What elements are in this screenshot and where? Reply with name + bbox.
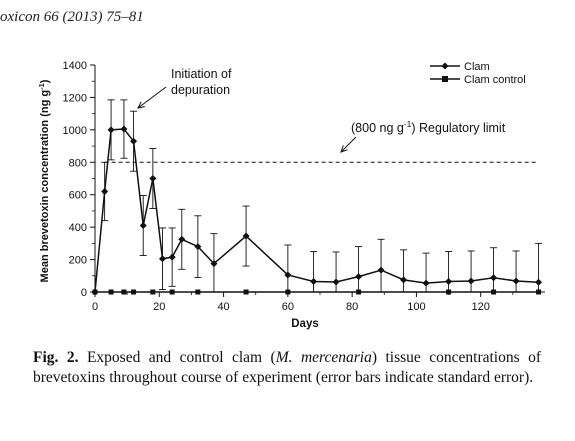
regulatory-limit-arrow-head xyxy=(340,145,348,153)
clam-point xyxy=(332,278,340,286)
clam-point xyxy=(422,279,430,287)
clam-series-line xyxy=(94,128,539,293)
clam-point xyxy=(159,255,166,263)
clam-control-point xyxy=(491,289,497,295)
legend-clam-label: Clam xyxy=(464,61,490,73)
y-tick-label: 400 xyxy=(69,222,87,234)
clam-point xyxy=(284,271,292,279)
depuration-arrow xyxy=(137,86,167,109)
x-tick-label: 20 xyxy=(153,301,165,313)
journal-reference: oxicon 66 (2013) 75–81 xyxy=(0,9,144,25)
caption-text-after: ) tissue concentrations of brevetoxins t… xyxy=(33,349,541,386)
clam-point xyxy=(512,277,520,285)
clam-control-point xyxy=(121,289,127,295)
clam-point xyxy=(445,277,453,285)
y-tick-label: 800 xyxy=(69,157,87,169)
clam-point xyxy=(120,125,128,133)
y-tick-label: 1400 xyxy=(63,60,87,72)
legend: Clam Clam control xyxy=(430,61,526,86)
y-axis-label: Mean brevetoxin concentration (ng g-1) xyxy=(37,79,51,282)
axes: 0 200 400 600 800 1000 1200 1400 0 20 40 60 80 100 120 xyxy=(63,60,545,313)
caption-label: Fig. 2. xyxy=(33,349,79,366)
clam-point xyxy=(130,137,138,145)
brevetoxin-line-chart: 0 200 400 600 800 1000 1200 1400 0 20 40 60 80 100 120… xyxy=(37,60,545,330)
clam-point xyxy=(149,175,157,182)
clam-control-point xyxy=(195,289,201,295)
series-layer xyxy=(91,99,543,296)
annotation-layer: Initiation of depuration (800 ng g-1) Re… xyxy=(37,67,506,330)
y-tick-label: 600 xyxy=(69,190,87,202)
caption-species: M. mercenaria xyxy=(275,349,372,366)
clam-point xyxy=(400,276,408,284)
clam-control-point xyxy=(169,289,175,295)
annotation-depuration-line2: depuration xyxy=(171,83,230,97)
clam-control-point xyxy=(150,289,156,295)
clam-point xyxy=(101,187,109,195)
legend-control-marker xyxy=(442,76,448,82)
y-tick-label: 1200 xyxy=(63,92,87,104)
clam-point xyxy=(168,253,176,261)
x-tick-label: 40 xyxy=(217,301,229,313)
clam-point xyxy=(377,266,385,274)
y-label-sup: -1 xyxy=(37,83,46,90)
annotation-depuration-line1: Initiation of xyxy=(171,67,232,81)
clam-point xyxy=(355,273,363,281)
depuration-arrow-head xyxy=(137,101,145,109)
reg-limit-pre: (800 ng g xyxy=(351,121,404,135)
clam-control-point xyxy=(536,289,542,295)
y-tick-label: 0 xyxy=(81,287,87,299)
legend-clam-marker xyxy=(441,62,449,70)
regulatory-limit-arrow xyxy=(340,136,357,153)
clam-control-point xyxy=(285,289,291,295)
clam-control-point xyxy=(243,289,249,295)
clam-point xyxy=(242,232,250,240)
clam-control-point xyxy=(131,289,137,295)
x-tick-label: 60 xyxy=(282,301,294,313)
y-label-end: ) xyxy=(39,79,51,83)
y-label-main: Mean brevetoxin concentration (ng g xyxy=(39,90,51,283)
y-tick-label: 200 xyxy=(69,255,87,267)
x-tick-label: 80 xyxy=(346,301,358,313)
figure-caption: Fig. 2. Exposed and control clam (M. mer… xyxy=(33,348,541,388)
clam-point xyxy=(467,277,475,285)
x-tick-label: 100 xyxy=(407,301,425,313)
clam-point xyxy=(91,288,99,296)
legend-control-label: Clam control xyxy=(464,74,526,86)
clam-control-point xyxy=(108,289,114,295)
reg-limit-sup: -1 xyxy=(404,119,412,129)
clam-point xyxy=(178,235,186,243)
clam-point xyxy=(310,277,318,285)
caption-text-before: Exposed and control clam ( xyxy=(78,349,276,366)
reg-limit-post: ) Regulatory limit xyxy=(411,121,505,135)
clam-point xyxy=(210,260,218,268)
clam-point xyxy=(535,278,543,286)
annotation-regulatory-limit: (800 ng g-1) Regulatory limit xyxy=(351,119,506,135)
clam-control-point xyxy=(356,289,362,295)
x-axis-label: Days xyxy=(291,318,319,330)
clam-point xyxy=(490,274,498,282)
clam-point xyxy=(194,243,202,251)
x-tick-label: 120 xyxy=(472,301,490,313)
x-tick-label: 0 xyxy=(92,301,98,313)
clam-point xyxy=(139,222,147,230)
clam-point xyxy=(107,126,115,134)
y-tick-label: 1000 xyxy=(63,125,87,137)
clam-control-point xyxy=(446,289,452,295)
